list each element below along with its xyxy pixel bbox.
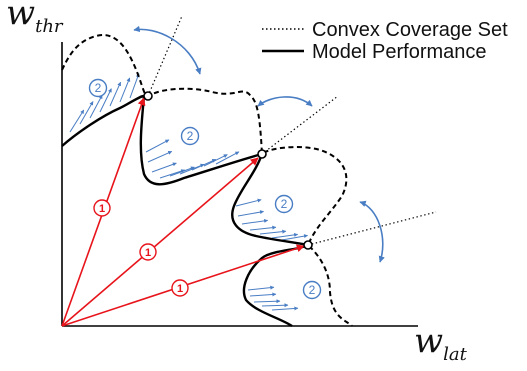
step2-arrows — [70, 74, 308, 310]
step2-arrow — [148, 151, 172, 162]
step2-arrow — [236, 200, 261, 206]
ccs-points — [144, 92, 312, 249]
open-circle-icon — [304, 241, 312, 249]
legend-label-model: Model Performance — [312, 41, 487, 63]
step1-badge-label: 1 — [99, 203, 105, 215]
step2-arrow — [248, 287, 274, 290]
step2-badge-label: 2 — [281, 197, 288, 211]
open-circle-icon — [144, 92, 152, 100]
open-circle-icon — [258, 150, 266, 158]
curved-double-arrow-icon — [360, 202, 383, 262]
support-line-2 — [262, 96, 338, 154]
step2-arrow — [272, 308, 298, 310]
step2-badge-label: 2 — [187, 129, 194, 143]
step2-arrow — [120, 78, 130, 102]
support-line-1 — [148, 16, 182, 96]
curved-double-arrow-icon — [258, 97, 312, 106]
y-axis-label: wthr — [6, 0, 64, 37]
x-axis-label: wlat — [414, 321, 468, 365]
step1-badge: 1 — [172, 280, 188, 296]
step2-arrow — [250, 227, 276, 230]
legend: Convex Coverage Set Model Performance — [262, 19, 508, 63]
step2-arrow — [262, 305, 288, 306]
step2-arrow — [238, 212, 264, 217]
step2-arrow — [250, 294, 276, 296]
step1-badge-label: 1 — [145, 247, 151, 259]
step2-arrow — [254, 301, 280, 302]
step1-badge: 1 — [94, 200, 110, 216]
step1-badge-label: 1 — [177, 283, 183, 295]
step2-badge-label: 2 — [95, 81, 102, 95]
rotation-arrows — [134, 29, 383, 262]
step2-arrow — [146, 140, 169, 152]
step2-arrow — [90, 95, 102, 118]
step2-badge: 2 — [90, 80, 107, 97]
x-axis-label-main: w — [414, 321, 443, 361]
legend-label-coverage: Convex Coverage Set — [312, 19, 508, 41]
step2-badge-label: 2 — [309, 283, 316, 297]
step2-badges: 2 2 2 2 — [90, 80, 321, 299]
step2-arrow — [260, 231, 286, 234]
step1-badges: 1 1 1 — [94, 200, 188, 296]
step1-badge: 1 — [140, 244, 156, 260]
y-axis-label-sub: thr — [35, 16, 64, 37]
x-axis-label-sub: lat — [443, 344, 467, 365]
step2-arrow — [130, 74, 139, 98]
axes — [62, 42, 418, 326]
step2-arrow — [110, 82, 121, 106]
step2-arrow — [152, 163, 176, 172]
step2-badge: 2 — [304, 282, 321, 299]
y-axis-label-main: w — [6, 0, 35, 33]
step2-badge: 2 — [276, 196, 293, 213]
step2-badge: 2 — [182, 128, 199, 145]
step2-arrow — [242, 220, 268, 224]
support-line-3 — [308, 212, 436, 245]
